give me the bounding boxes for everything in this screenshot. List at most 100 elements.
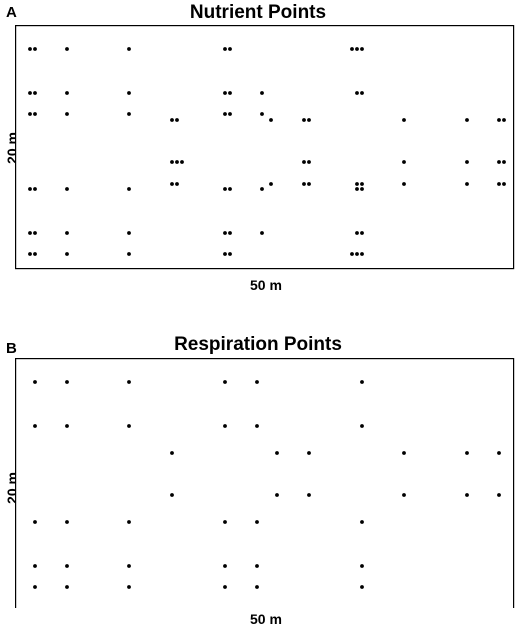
nutrient-point (260, 187, 264, 191)
nutrient-point (28, 252, 32, 256)
nutrient-point (355, 252, 359, 256)
nutrient-point (502, 160, 506, 164)
nutrient-point (350, 47, 354, 51)
respiration-point (255, 520, 259, 524)
nutrient-point (175, 182, 179, 186)
panel-a-title: Nutrient Points (189, 2, 327, 23)
panel-a-frame (15, 25, 515, 270)
nutrient-point (180, 160, 184, 164)
respiration-point (33, 380, 37, 384)
nutrient-point (175, 160, 179, 164)
nutrient-point (497, 118, 501, 122)
respiration-point (127, 520, 131, 524)
nutrient-point (355, 47, 359, 51)
respiration-point (170, 493, 174, 497)
respiration-point (65, 380, 69, 384)
nutrient-points-plot (15, 25, 515, 270)
nutrient-point (223, 47, 227, 51)
nutrient-point (228, 252, 232, 256)
nutrient-point (465, 182, 469, 186)
nutrient-point (28, 231, 32, 235)
nutrient-point (65, 252, 69, 256)
respiration-point (465, 451, 469, 455)
nutrient-point (223, 187, 227, 191)
panel-a-letter: A (6, 4, 17, 21)
nutrient-point (33, 112, 37, 116)
nutrient-point (260, 112, 264, 116)
nutrient-point (307, 160, 311, 164)
nutrient-point (402, 160, 406, 164)
nutrient-point (355, 91, 359, 95)
nutrient-point (355, 187, 359, 191)
respiration-point (360, 520, 364, 524)
respiration-point (223, 564, 227, 568)
nutrient-point (465, 160, 469, 164)
nutrient-point (223, 231, 227, 235)
nutrient-point (302, 118, 306, 122)
nutrient-point (360, 91, 364, 95)
nutrient-point (127, 47, 131, 51)
respiration-point (360, 380, 364, 384)
respiration-point (223, 424, 227, 428)
nutrient-point (170, 160, 174, 164)
nutrient-point (228, 231, 232, 235)
nutrient-point (360, 187, 364, 191)
respiration-point (255, 380, 259, 384)
panel-a-xlabel: 50 m (250, 277, 282, 293)
nutrient-point (127, 112, 131, 116)
nutrient-point (33, 231, 37, 235)
nutrient-point (127, 252, 131, 256)
respiration-point (127, 564, 131, 568)
nutrient-point (228, 187, 232, 191)
nutrient-point (170, 182, 174, 186)
nutrient-point (402, 182, 406, 186)
nutrient-point (502, 118, 506, 122)
nutrient-point (360, 182, 364, 186)
nutrient-point (355, 231, 359, 235)
respiration-point (33, 564, 37, 568)
respiration-point (65, 424, 69, 428)
nutrient-point (228, 47, 232, 51)
nutrient-point (307, 182, 311, 186)
respiration-point (360, 585, 364, 589)
respiration-point (255, 424, 259, 428)
respiration-point (127, 424, 131, 428)
nutrient-point (269, 118, 273, 122)
respiration-point (65, 564, 69, 568)
nutrient-point (127, 187, 131, 191)
nutrient-point (228, 91, 232, 95)
nutrient-point (28, 187, 32, 191)
respiration-point (255, 585, 259, 589)
respiration-point (497, 451, 501, 455)
respiration-point (275, 451, 279, 455)
nutrient-point (28, 47, 32, 51)
panel-b-frame (15, 358, 515, 608)
nutrient-point (223, 91, 227, 95)
nutrient-point (223, 112, 227, 116)
respiration-point (255, 564, 259, 568)
respiration-point (33, 424, 37, 428)
respiration-point (307, 451, 311, 455)
respiration-point (33, 585, 37, 589)
nutrient-point (355, 182, 359, 186)
nutrient-point (497, 160, 501, 164)
nutrient-point (228, 112, 232, 116)
nutrient-point (65, 47, 69, 51)
nutrient-point (302, 160, 306, 164)
panel-b-letter: B (6, 340, 17, 357)
nutrient-point (33, 47, 37, 51)
nutrient-point (175, 118, 179, 122)
respiration-point (33, 520, 37, 524)
respiration-point (360, 424, 364, 428)
respiration-point (360, 564, 364, 568)
respiration-points-plot (15, 358, 515, 608)
respiration-point (170, 451, 174, 455)
respiration-point (465, 493, 469, 497)
nutrient-point (127, 91, 131, 95)
nutrient-point (360, 252, 364, 256)
respiration-point (223, 520, 227, 524)
nutrient-point (170, 118, 174, 122)
panel-b-title: Respiration Points (174, 334, 342, 355)
nutrient-point (307, 118, 311, 122)
nutrient-point (33, 187, 37, 191)
